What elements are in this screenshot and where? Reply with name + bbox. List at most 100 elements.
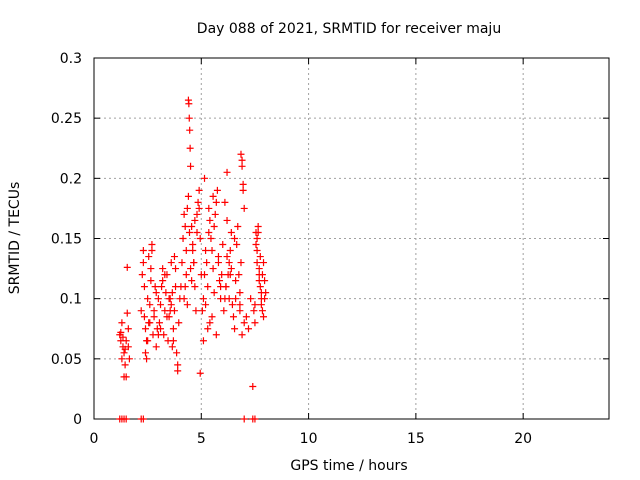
data-point [205, 204, 213, 212]
data-point [122, 415, 130, 423]
data-point [202, 301, 210, 309]
data-point [173, 349, 181, 357]
data-point [238, 156, 246, 164]
data-point [214, 253, 222, 261]
data-point [118, 319, 126, 327]
data-point [152, 289, 160, 297]
data-point [245, 325, 252, 333]
data-point [221, 198, 229, 206]
y-axis-label: SRMTID / TECUs [7, 182, 23, 295]
data-point [140, 283, 148, 291]
data-point [150, 313, 158, 321]
data-point [211, 210, 219, 218]
data-point [257, 289, 265, 297]
data-point [123, 263, 131, 271]
data-point [120, 349, 128, 357]
x-axis-label: GPS time / hours [290, 458, 407, 474]
data-point [252, 241, 260, 249]
grid-lines [94, 58, 609, 419]
data-point [181, 222, 189, 230]
data-point [251, 319, 259, 327]
data-point [235, 271, 243, 279]
data-point [252, 228, 260, 236]
data-point [239, 186, 247, 194]
data-point [238, 331, 246, 339]
data-point [187, 162, 195, 170]
data-point [232, 295, 240, 303]
data-point [234, 222, 242, 230]
data-point [166, 307, 174, 315]
data-point [150, 307, 158, 315]
data-point [236, 301, 244, 309]
data-point [159, 265, 167, 273]
data-point [145, 253, 153, 261]
data-point [238, 162, 246, 170]
data-point [121, 345, 129, 353]
data-point [142, 349, 149, 357]
data-point [159, 277, 167, 285]
data-point [203, 259, 211, 267]
data-point [122, 337, 130, 345]
data-points [116, 96, 270, 423]
data-point [231, 325, 239, 333]
data-point [187, 265, 195, 273]
data-point [240, 415, 248, 423]
data-point [255, 265, 263, 273]
data-point [209, 265, 217, 273]
data-point [227, 265, 235, 273]
chart-title: Day 088 of 2021, SRMTID for receiver maj… [197, 21, 501, 37]
data-point [255, 277, 263, 285]
data-point [169, 337, 177, 345]
data-point [240, 319, 248, 327]
data-point [182, 271, 190, 279]
y-tick-label: 0.3 [60, 51, 82, 67]
data-point [228, 301, 236, 309]
data-point [148, 241, 156, 249]
data-point [202, 247, 210, 255]
data-point [151, 283, 159, 291]
data-point [138, 271, 146, 279]
data-point [195, 204, 203, 212]
data-point [196, 235, 204, 242]
data-point [209, 192, 217, 200]
data-point [183, 301, 191, 309]
data-point [205, 228, 213, 236]
data-point [167, 259, 175, 267]
data-point [155, 319, 163, 327]
data-point [208, 247, 216, 255]
data-point [188, 277, 196, 285]
data-point [236, 307, 244, 315]
data-point [170, 253, 178, 261]
data-point [123, 309, 131, 317]
data-point [251, 415, 259, 423]
data-point [223, 253, 231, 261]
data-point [222, 283, 230, 291]
x-tick-label: 15 [407, 431, 425, 447]
data-point [232, 277, 240, 285]
data-point [190, 259, 198, 267]
data-point [163, 313, 171, 321]
data-point [165, 295, 173, 303]
data-point [157, 301, 165, 309]
data-point [139, 415, 147, 423]
data-point [186, 144, 194, 152]
data-point [188, 222, 196, 230]
data-point [204, 325, 212, 333]
data-point [160, 331, 168, 339]
data-point [146, 319, 154, 327]
data-point [157, 325, 165, 333]
data-point [146, 301, 154, 309]
data-point [201, 271, 209, 279]
data-point [226, 247, 234, 255]
data-point [180, 295, 188, 303]
data-point [191, 283, 199, 291]
data-point [210, 222, 218, 230]
data-point [139, 259, 147, 267]
y-tick-label: 0.25 [51, 111, 82, 127]
data-point [258, 271, 266, 279]
data-point [148, 247, 156, 255]
data-point [154, 295, 162, 303]
data-point [119, 333, 127, 341]
data-point [182, 247, 190, 255]
